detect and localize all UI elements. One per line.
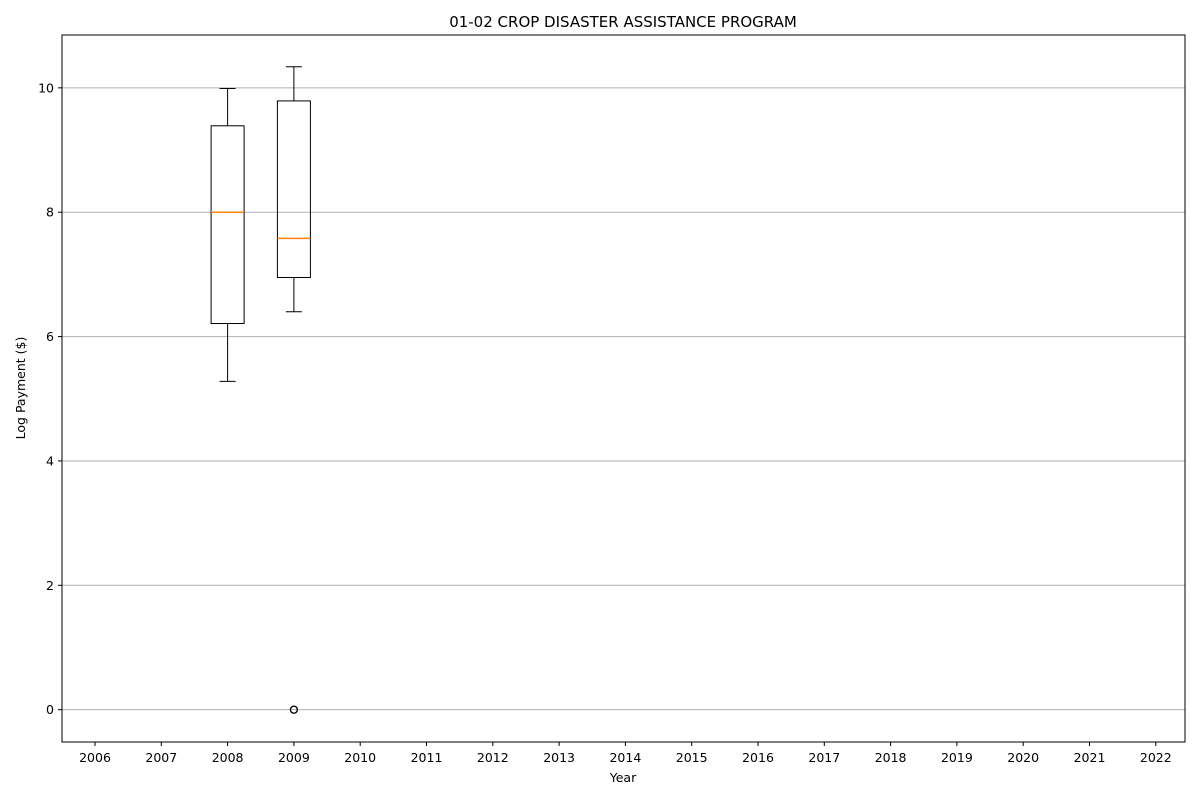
x-tick-label: 2022 (1140, 750, 1172, 765)
box-iqr (210, 125, 245, 325)
x-tick-label: 2017 (808, 750, 840, 765)
x-tick-label: 2010 (344, 750, 376, 765)
x-tick-label: 2013 (543, 750, 575, 765)
y-axis: 0 2 4 6 8 10 (38, 80, 62, 717)
y-axis-label: Log Payment ($) (13, 337, 28, 440)
y-tick-label: 8 (46, 205, 54, 220)
x-tick-label: 2012 (477, 750, 509, 765)
x-tick-label: 2009 (278, 750, 310, 765)
y-tick-label: 2 (46, 578, 54, 593)
x-tick-label: 2020 (1007, 750, 1039, 765)
y-tick-label: 0 (46, 702, 54, 717)
outlier-point (289, 705, 298, 714)
x-tick-label: 2006 (79, 750, 111, 765)
x-tick-label: 2014 (609, 750, 641, 765)
y-tick-label: 6 (46, 329, 54, 344)
x-tick-label: 2015 (676, 750, 708, 765)
x-tick-label: 2016 (742, 750, 774, 765)
x-tick-label: 2018 (875, 750, 907, 765)
plot-frame (61, 34, 1186, 743)
x-tick-label: 2019 (941, 750, 973, 765)
chart-title: 01-02 CROP DISASTER ASSISTANCE PROGRAM (449, 13, 797, 31)
x-tick-label: 2021 (1074, 750, 1106, 765)
x-axis-label: Year (609, 770, 637, 785)
box-iqr (276, 100, 311, 279)
x-tick-label: 2008 (212, 750, 244, 765)
x-tick-label: 2007 (145, 750, 177, 765)
box-plots (210, 66, 311, 714)
x-axis: 2006 2007 2008 2009 2010 2011 2012 2013 2014 2015… (79, 742, 1172, 765)
y-tick-label: 4 (46, 453, 54, 468)
grid-lines (62, 87, 1185, 711)
y-tick-label: 10 (38, 80, 54, 95)
x-tick-label: 2011 (411, 750, 443, 765)
